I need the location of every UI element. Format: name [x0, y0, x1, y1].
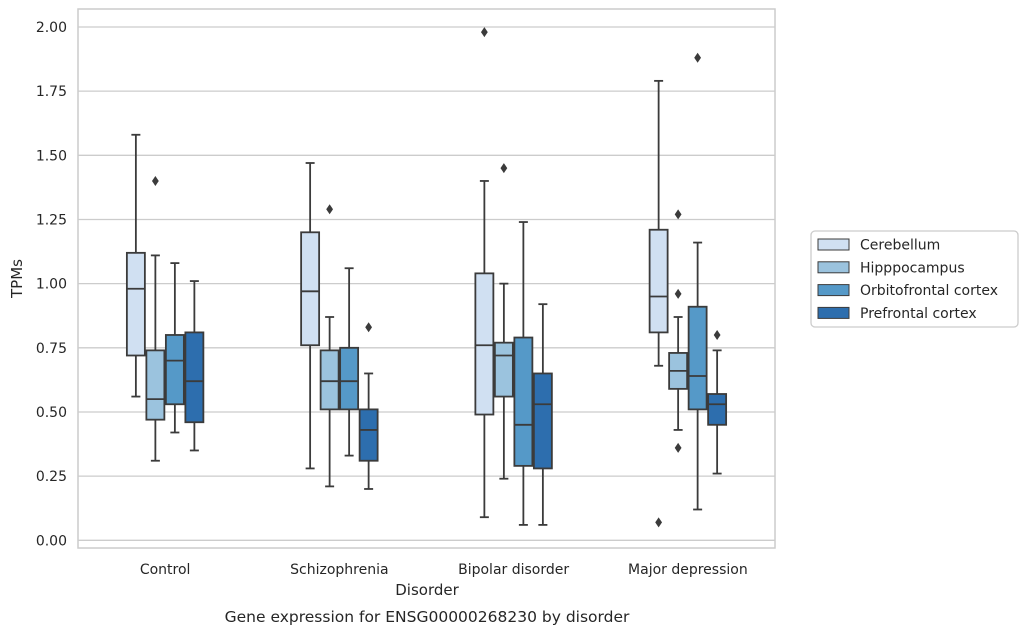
box-hipppocampus [668, 209, 689, 453]
box-iqr [145, 349, 166, 421]
y-tick-label: 0.50 [36, 405, 67, 421]
box-orbitofrontal-cortex [513, 221, 534, 526]
box-iqr [648, 228, 669, 334]
y-axis-label: TPMs [8, 259, 26, 299]
box-cerebellum [300, 162, 321, 470]
legend-label: Cerebellum [860, 238, 940, 254]
y-tick-label: 0.25 [36, 469, 67, 485]
box-cerebellum [474, 27, 495, 519]
box-cerebellum [648, 79, 669, 528]
legend-label: Hipppocampus [860, 260, 965, 276]
legend-item: Prefrontal cortex [817, 306, 977, 322]
box-hipppocampus [493, 163, 514, 480]
box-groups [125, 27, 728, 528]
x-tick-label: Major depression [628, 562, 748, 578]
x-axis-ticks: Control Schizophrenia Bipolar disorder Majo… [140, 562, 748, 578]
legend-swatch [817, 261, 850, 274]
legend-label: Prefrontal cortex [860, 306, 977, 322]
y-tick-label: 1.75 [36, 84, 67, 100]
y-tick-label: 1.25 [36, 212, 67, 228]
y-tick-label: 0.75 [36, 341, 67, 357]
box-iqr [513, 336, 534, 467]
box-prefrontal-cortex [707, 329, 728, 475]
chart-caption: Gene expression for ENSG00000268230 by d… [225, 608, 630, 626]
box-iqr [300, 231, 321, 347]
y-tick-label: 1.00 [36, 277, 67, 293]
outlier-point [655, 517, 663, 528]
y-tick-label: 0.00 [36, 533, 67, 549]
box-iqr [358, 408, 379, 462]
box-hipppocampus [319, 204, 340, 488]
legend-item: Hipppocampus [817, 260, 965, 276]
box-iqr [125, 251, 146, 357]
box-orbitofrontal-cortex [339, 267, 360, 457]
box-prefrontal-cortex [184, 280, 205, 452]
y-tick-label: 2.00 [36, 20, 67, 36]
y-axis-ticks: 0.00 0.25 0.50 0.75 1.00 1.25 1.50 1.75 2.00 [36, 20, 67, 549]
x-tick-label: Bipolar disorder [458, 562, 569, 578]
outlier-point [480, 27, 488, 38]
legend: Cerebellum Hipppocampus Orbitofrontal cort… [810, 230, 1019, 328]
box-iqr [164, 334, 185, 406]
x-tick-label: Schizophrenia [290, 562, 388, 578]
outlier-point [713, 329, 721, 340]
box-orbitofrontal-cortex [164, 262, 185, 434]
box-iqr [184, 331, 205, 424]
legend-swatch [817, 306, 850, 319]
box-iqr [339, 346, 360, 411]
box-prefrontal-cortex [358, 322, 379, 490]
outlier-point [674, 209, 682, 220]
legend-swatch [817, 284, 850, 297]
x-tick-label: Control [140, 562, 191, 578]
outlier-point [674, 288, 682, 299]
box-iqr [687, 305, 708, 411]
box-iqr [493, 341, 514, 398]
box-cerebellum [125, 133, 146, 398]
outlier-point [674, 442, 682, 453]
box-iqr [532, 372, 553, 470]
legend-item: Orbitofrontal cortex [817, 283, 998, 299]
outlier-point [500, 163, 508, 174]
box-iqr [319, 349, 340, 411]
outlier-point [326, 204, 334, 215]
legend-frame [810, 230, 1019, 328]
box-iqr [474, 272, 495, 416]
plot-area [78, 9, 775, 548]
outlier-point [694, 52, 702, 63]
box-prefrontal-cortex [532, 303, 553, 526]
box-orbitofrontal-cortex [687, 52, 708, 511]
outlier-point [365, 322, 373, 333]
outlier-point [151, 175, 159, 186]
plot-frame [77, 8, 776, 549]
y-tick-label: 1.50 [36, 148, 67, 164]
box-hipppocampus [145, 175, 166, 462]
box-iqr [707, 393, 728, 426]
legend-item: Cerebellum [817, 238, 940, 254]
legend-swatch [817, 238, 850, 251]
x-axis-label: Disorder [395, 581, 459, 599]
legend-label: Orbitofrontal cortex [860, 283, 998, 299]
